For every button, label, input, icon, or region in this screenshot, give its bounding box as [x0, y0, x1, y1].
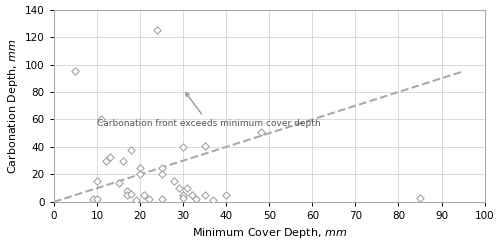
Point — [128, 148, 136, 152]
Point — [179, 196, 187, 200]
Point — [102, 159, 110, 163]
Point — [123, 189, 131, 193]
Point — [179, 193, 187, 197]
Point — [93, 197, 101, 201]
Point — [98, 118, 106, 122]
Point — [200, 144, 208, 148]
Point — [88, 197, 96, 201]
Point — [136, 172, 144, 176]
Point — [119, 159, 127, 163]
Point — [132, 199, 140, 202]
Point — [114, 181, 122, 184]
Point — [179, 193, 187, 197]
Point — [184, 186, 192, 190]
Point — [222, 193, 230, 197]
X-axis label: Minimum Cover Depth, $\mathit{mm}$: Minimum Cover Depth, $\mathit{mm}$ — [192, 227, 347, 240]
Text: Carbonation front exceeds minimum cover depth: Carbonation front exceeds minimum cover … — [97, 93, 320, 128]
Point — [179, 145, 187, 149]
Point — [175, 186, 183, 190]
Point — [106, 154, 114, 158]
Point — [158, 166, 166, 169]
Point — [170, 179, 178, 183]
Point — [72, 69, 80, 73]
Point — [192, 197, 200, 201]
Point — [93, 179, 101, 183]
Point — [158, 172, 166, 176]
Point — [123, 193, 131, 197]
Y-axis label: Carbonation Depth, $\mathit{mm}$: Carbonation Depth, $\mathit{mm}$ — [6, 38, 20, 173]
Point — [128, 192, 136, 196]
Point — [210, 199, 218, 202]
Point — [416, 196, 424, 200]
Point — [136, 166, 144, 169]
Point — [154, 28, 162, 32]
Point — [200, 193, 208, 197]
Point — [188, 193, 196, 197]
Point — [140, 193, 148, 197]
Point — [256, 130, 264, 134]
Point — [144, 197, 152, 201]
Point — [158, 197, 166, 201]
